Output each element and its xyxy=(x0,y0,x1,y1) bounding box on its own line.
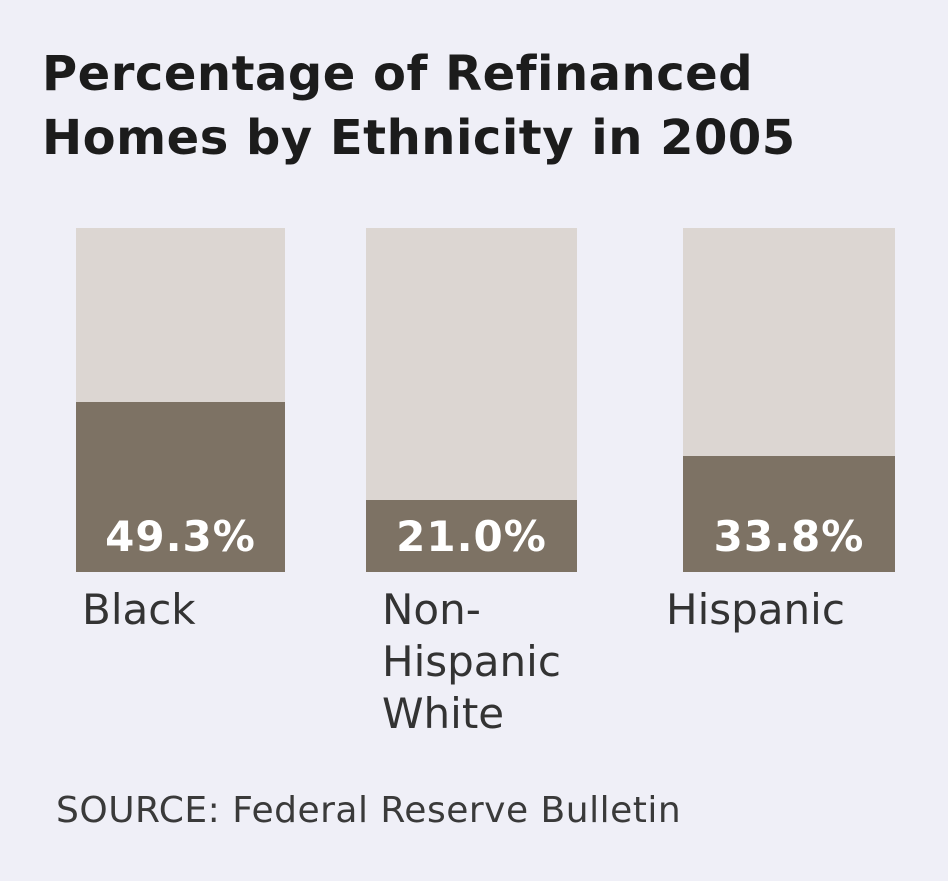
bar-non-hispanic-white: 21.0% xyxy=(366,499,577,572)
category-label-hispanic: Hispanic xyxy=(666,585,845,634)
bar-track-black: 49.3% xyxy=(76,228,285,572)
chart-title-line-1: Percentage of Refinanced xyxy=(42,46,754,102)
category-label-non-hispanic-white: Non- Hispanic White xyxy=(382,585,561,738)
chart-title: Percentage of Refinanced Homes by Ethnic… xyxy=(42,42,932,170)
source-note: SOURCE: Federal Reserve Bulletin xyxy=(56,790,682,831)
chart-title-line-2: Homes by Ethnicity in 2005 xyxy=(42,110,796,166)
bar-value-label-black: 49.3% xyxy=(105,512,256,561)
bar-track-hispanic: 33.8% xyxy=(683,228,895,572)
bar-hispanic: 33.8% xyxy=(683,455,895,572)
bar-value-label-hispanic: 33.8% xyxy=(713,512,865,561)
bar-value-label-non-hispanic-white: 21.0% xyxy=(396,512,547,561)
bar-track-non-hispanic-white: 21.0% xyxy=(366,228,577,572)
category-label-black: Black xyxy=(82,585,196,634)
bar-black: 49.3% xyxy=(76,402,285,572)
